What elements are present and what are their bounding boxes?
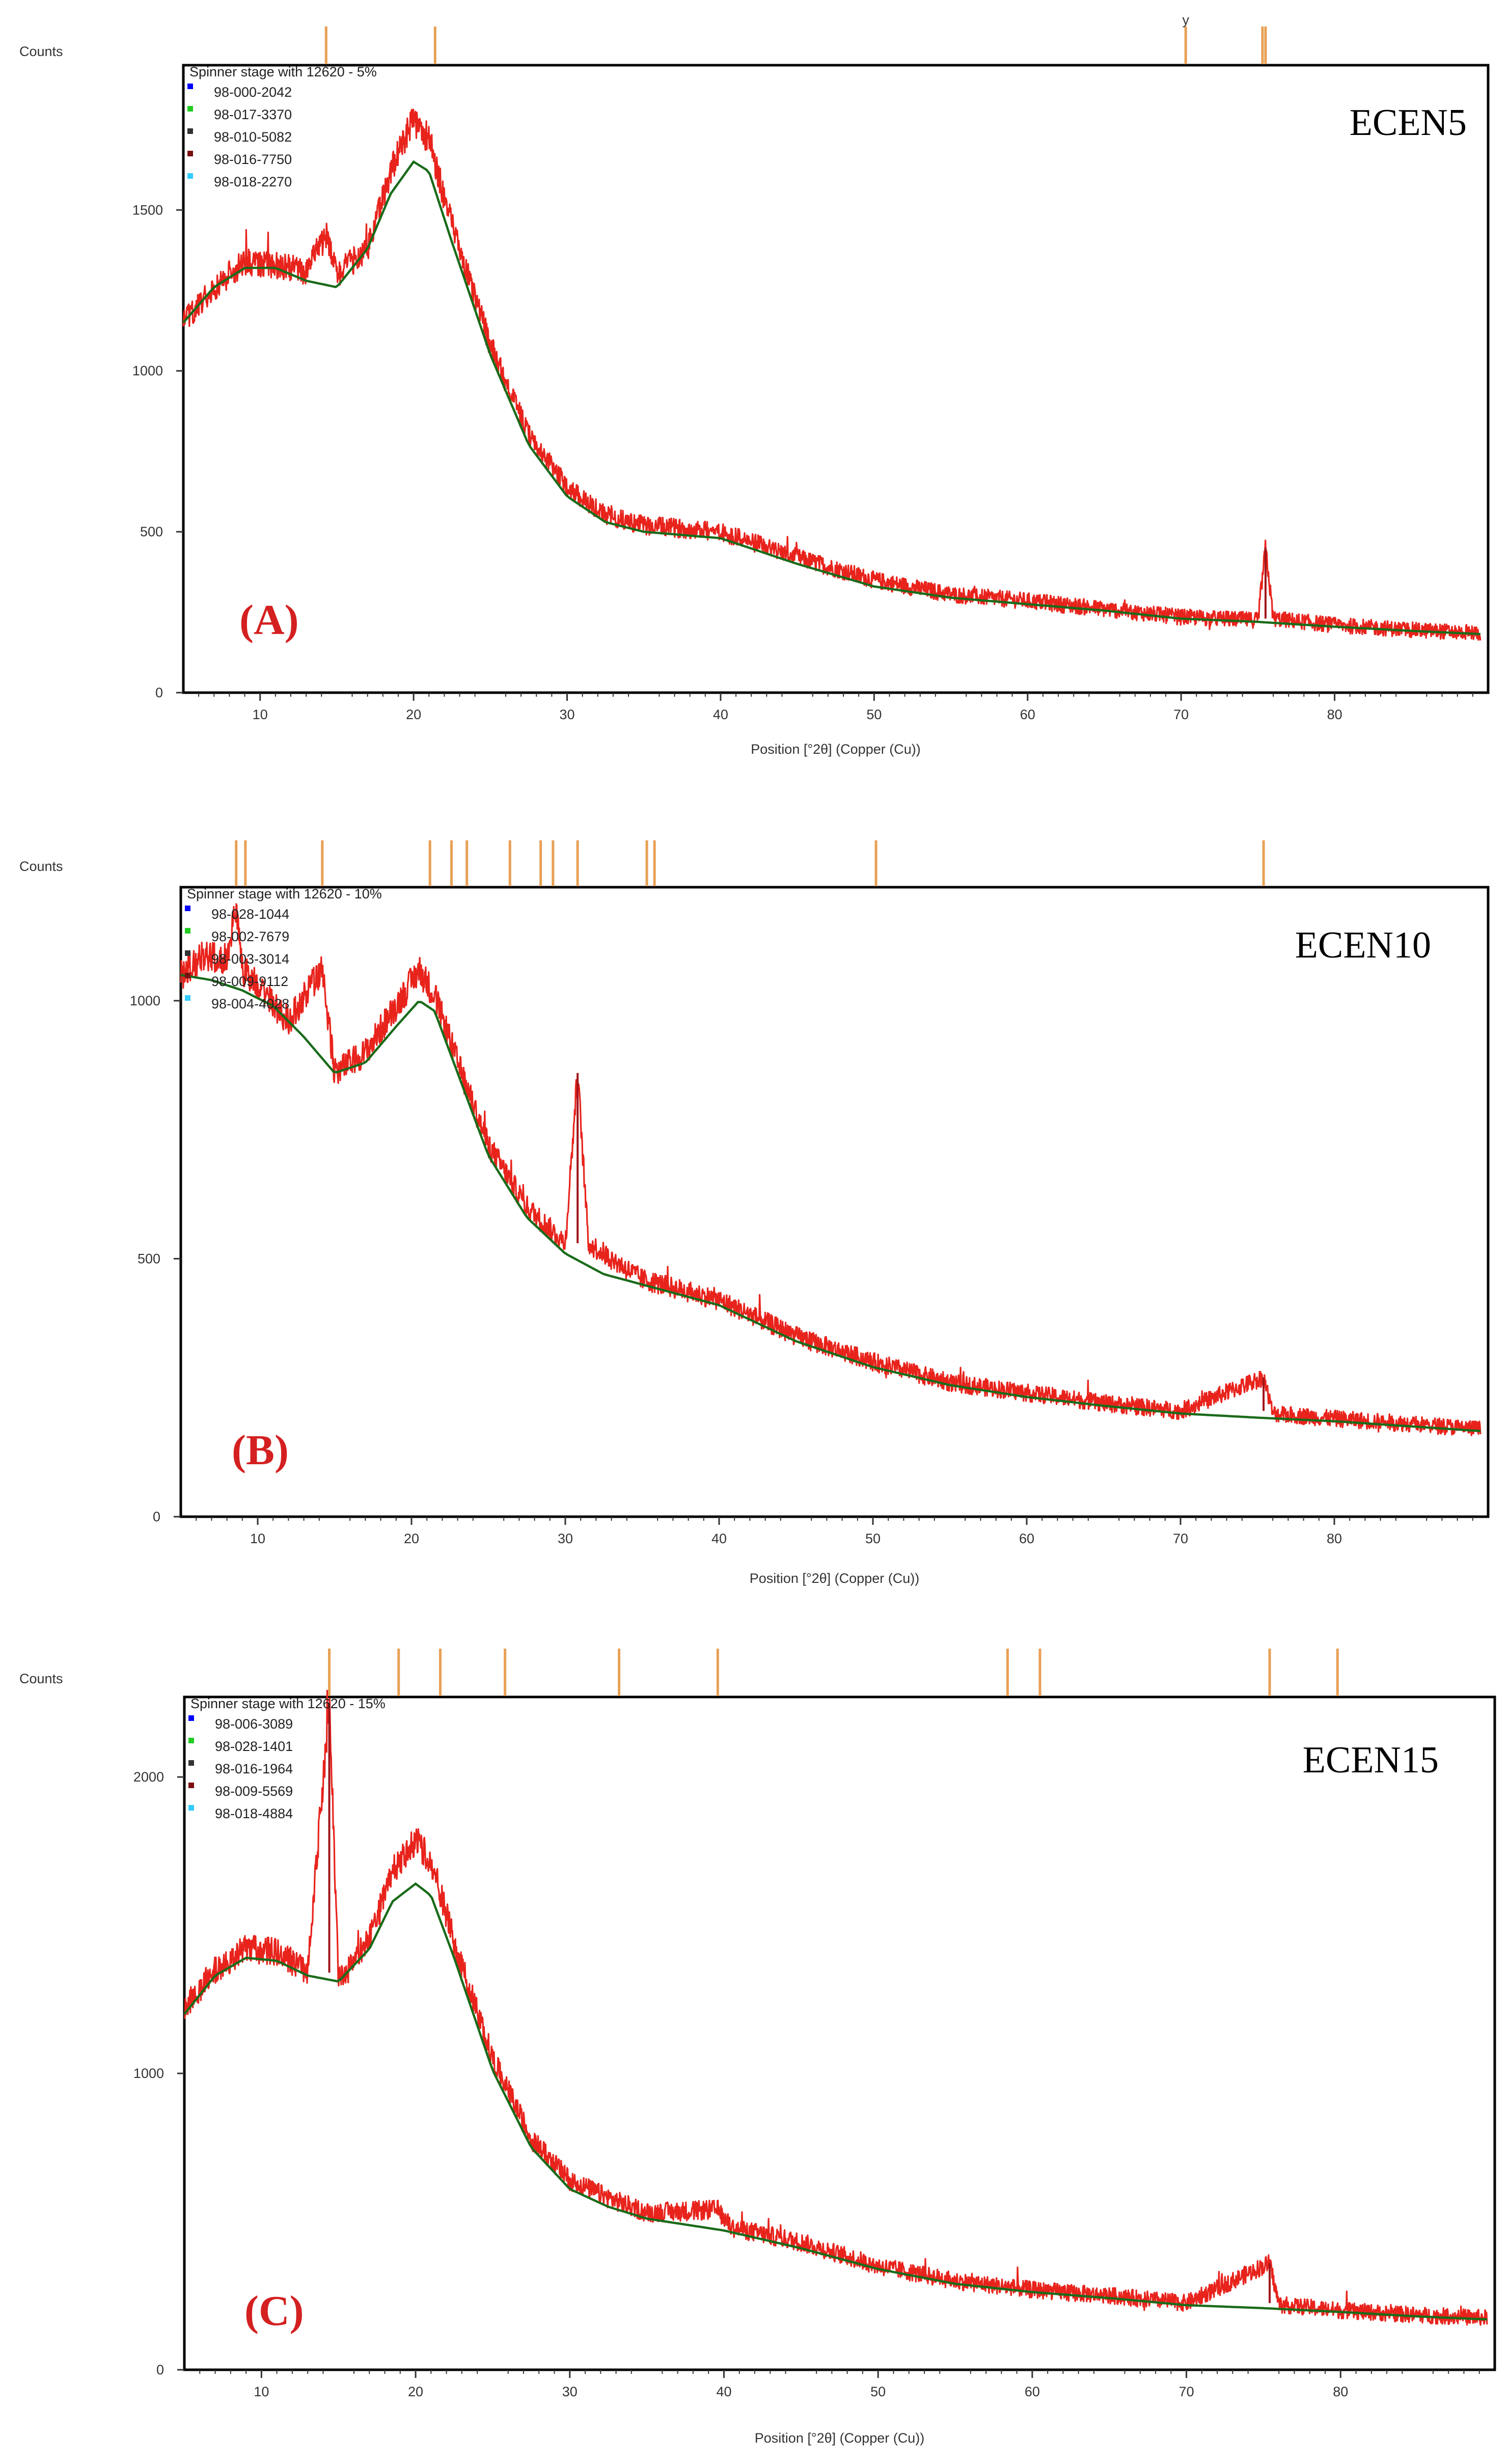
- x-tick-label: 80: [1327, 707, 1342, 722]
- x-tick-label: 70: [1173, 1531, 1188, 1546]
- x-tick-label: 50: [870, 2384, 886, 2399]
- plot-frame: [183, 1695, 1496, 2371]
- panel-label: (B): [232, 1427, 289, 1474]
- legend-marker: [188, 1738, 194, 1743]
- x-tick-label: 10: [253, 707, 268, 722]
- x-tick-label: 30: [558, 1531, 573, 1546]
- plot-frame: [182, 64, 1490, 694]
- x-tick-label: 40: [711, 1531, 727, 1546]
- legend-title: Spinner stage with 12620 - 10%: [187, 886, 382, 901]
- y-tick-label: 0: [156, 2362, 164, 2377]
- sample-label: ECEN15: [1303, 1739, 1439, 1781]
- legend-entry: 98-009-9112: [211, 974, 288, 989]
- y-tick-label: 1000: [132, 363, 163, 378]
- y-axis-title: Counts: [19, 1671, 63, 1686]
- y-axis-title: Counts: [19, 44, 63, 59]
- legend-marker: [185, 928, 190, 934]
- legend-marker: [188, 1760, 194, 1766]
- fit-series: [183, 1882, 1488, 2321]
- legend-entry: 98-004-4028: [211, 996, 289, 1011]
- observed-series: [182, 108, 1481, 641]
- legend-entry: 98-003-3014: [211, 951, 289, 967]
- x-tick-label: 30: [562, 2384, 578, 2399]
- x-tick-label: 80: [1333, 2384, 1348, 2399]
- legend-title: Spinner stage with 12620 - 15%: [190, 1696, 386, 1711]
- legend-marker: [187, 173, 193, 179]
- x-tick-label: 70: [1173, 707, 1189, 722]
- legend-entry: 98-002-7679: [211, 929, 289, 944]
- panel-label: (A): [239, 596, 299, 644]
- sample-label: ECEN10: [1295, 924, 1431, 966]
- legend-marker: [188, 1805, 194, 1811]
- legend-marker: [185, 973, 190, 978]
- legend-entry: 98-018-4884: [215, 1806, 293, 1821]
- y-tick-label: 0: [153, 1509, 160, 1524]
- x-tick-label: 20: [406, 707, 421, 722]
- x-tick-label: 10: [254, 2384, 269, 2399]
- y-tick-label: 0: [155, 685, 163, 700]
- x-tick-label: 60: [1019, 1531, 1034, 1546]
- x-tick-label: 60: [1025, 2384, 1040, 2399]
- x-axis-title: Position [°2θ] (Copper (Cu)): [755, 2430, 924, 2446]
- y-tick-label: 500: [140, 524, 163, 539]
- y-tick-label: 500: [138, 1251, 160, 1266]
- x-tick-label: 20: [408, 2384, 423, 2399]
- legend-entry: 98-017-3370: [214, 107, 292, 122]
- y-tick-label: 1000: [130, 993, 160, 1008]
- x-tick-label: 40: [716, 2384, 731, 2399]
- fit-series: [182, 160, 1481, 636]
- panel-label: (C): [244, 2287, 304, 2335]
- x-tick-label: 50: [866, 707, 882, 722]
- chart-panel-3: Counts 0 1000 2000 10 20 30 40 50 60 70 80 Position …: [19, 1649, 1496, 2446]
- legend-entry: 98-028-1044: [211, 907, 289, 922]
- y-axis-title: Counts: [19, 859, 63, 874]
- x-tick-label: 20: [404, 1531, 419, 1546]
- legend-marker: [187, 151, 193, 156]
- legend-entry: 98-028-1401: [215, 1739, 293, 1754]
- legend-marker: [185, 906, 190, 911]
- legend-marker: [185, 950, 190, 956]
- legend-entry: 98-018-2270: [214, 174, 292, 189]
- x-tick-label: 70: [1179, 2384, 1194, 2399]
- x-axis-title: Position [°2θ] (Copper (Cu)): [751, 742, 920, 757]
- legend-marker: [187, 128, 193, 134]
- legend-marker: [188, 1783, 194, 1788]
- sample-label: ECEN5: [1350, 102, 1467, 144]
- chart-panel-1: Counts y 0 500 1000 1500 10 20 30 40 50 60 70 80 Posit…: [19, 12, 1490, 757]
- legend-entry: 98-009-5569: [215, 1784, 293, 1799]
- chart-panel-2: Counts 0 500 1000 10 20 30 40 50 60 70 80 Position […: [19, 840, 1490, 1586]
- x-tick-label: 10: [250, 1531, 265, 1546]
- legend-marker: [185, 995, 190, 1001]
- legend-marker: [188, 1715, 194, 1721]
- legend-marker: [187, 84, 193, 89]
- y-tick-label: 1000: [133, 2066, 164, 2081]
- legend-title: Spinner stage with 12620 - 5%: [189, 64, 377, 79]
- reference-marker-label: y: [1182, 12, 1189, 28]
- x-tick-label: 80: [1327, 1531, 1342, 1546]
- x-tick-label: 60: [1020, 707, 1035, 722]
- y-tick-label: 2000: [133, 1769, 164, 1785]
- legend-entry: 98-016-1964: [215, 1761, 293, 1776]
- legend-entry: 98-006-3089: [215, 1716, 293, 1732]
- x-tick-label: 40: [713, 707, 728, 722]
- legend-marker: [187, 106, 193, 112]
- x-tick-label: 30: [560, 707, 575, 722]
- x-tick-label: 50: [865, 1531, 881, 1546]
- observed-series: [183, 1689, 1488, 2326]
- fit-series: [180, 973, 1481, 1433]
- x-axis-title: Position [°2θ] (Copper (Cu)): [750, 1571, 919, 1586]
- y-tick-label: 1500: [132, 202, 163, 217]
- legend-entry: 98-010-5082: [214, 129, 292, 145]
- legend-entry: 98-000-2042: [214, 85, 292, 100]
- legend-entry: 98-016-7750: [214, 152, 292, 167]
